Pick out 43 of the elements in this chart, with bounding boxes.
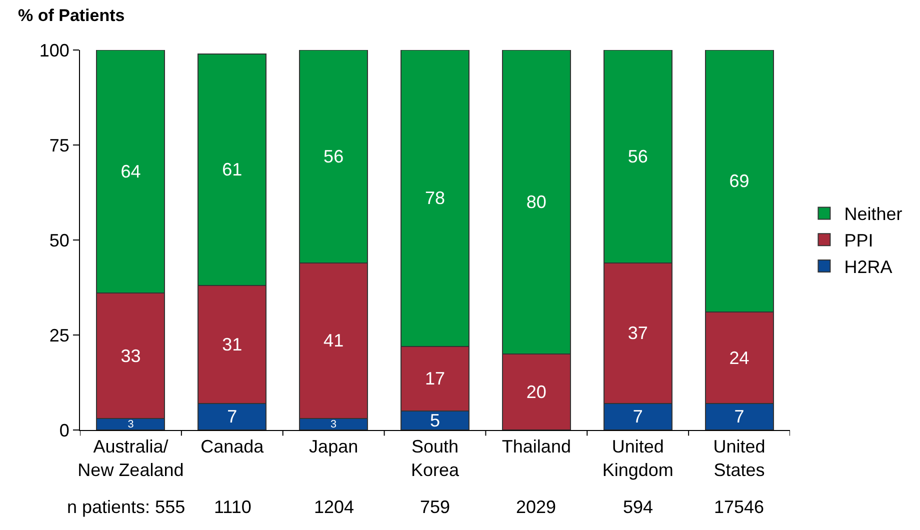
text: 759 [420,497,450,517]
x-tick-label: United States [713,436,766,480]
data-label: 7 [632,406,643,427]
data-label: 41 [324,330,344,351]
data-label: 31 [222,334,242,354]
data-label: 20 [526,382,546,402]
data-label: 56 [628,146,648,166]
data-label: 5 [430,410,440,430]
x-tick-label: United Kingdom [602,436,674,480]
legend-label: Neither [844,204,902,224]
x-tick-label: Thailand [502,436,571,457]
text: 1110 [214,497,252,517]
data-label: 37 [628,323,648,344]
text: 2029 [516,497,556,517]
y-tick-label: 100 [39,40,70,60]
x-tick-label: South Korea [410,436,460,480]
data-label: 7 [734,406,744,427]
data-label: 3 [330,418,337,430]
data-label: 80 [526,192,546,212]
text: 1204 [314,497,354,517]
data-label: 61 [222,160,242,180]
y-tick-label: 75 [49,135,70,156]
legend-label: H2RA [844,257,892,278]
y-tick-label: 0 [59,420,70,440]
text: n patients: 555 [67,497,186,517]
text: 594 [623,497,654,517]
data-label: 3 [128,418,134,430]
data-label: 17 [424,368,446,389]
data-label: 69 [729,171,750,192]
legend-label: PPI [844,230,874,251]
y-tick-label: 50 [49,230,70,250]
y-axis-title: % of Patients [18,6,125,25]
x-tick-label: Canada [200,436,265,457]
y-tick-label: 25 [49,325,70,346]
data-label: 33 [120,346,141,366]
text: 17546 [714,497,764,517]
data-label: 64 [120,162,141,182]
x-tick-label: Australia/ New Zealand [78,436,184,480]
x-tick-label: Japan [309,436,358,457]
data-label: 56 [324,146,344,166]
data-label: 24 [729,348,750,368]
data-label: 78 [424,188,446,208]
data-label: 7 [227,406,238,427]
